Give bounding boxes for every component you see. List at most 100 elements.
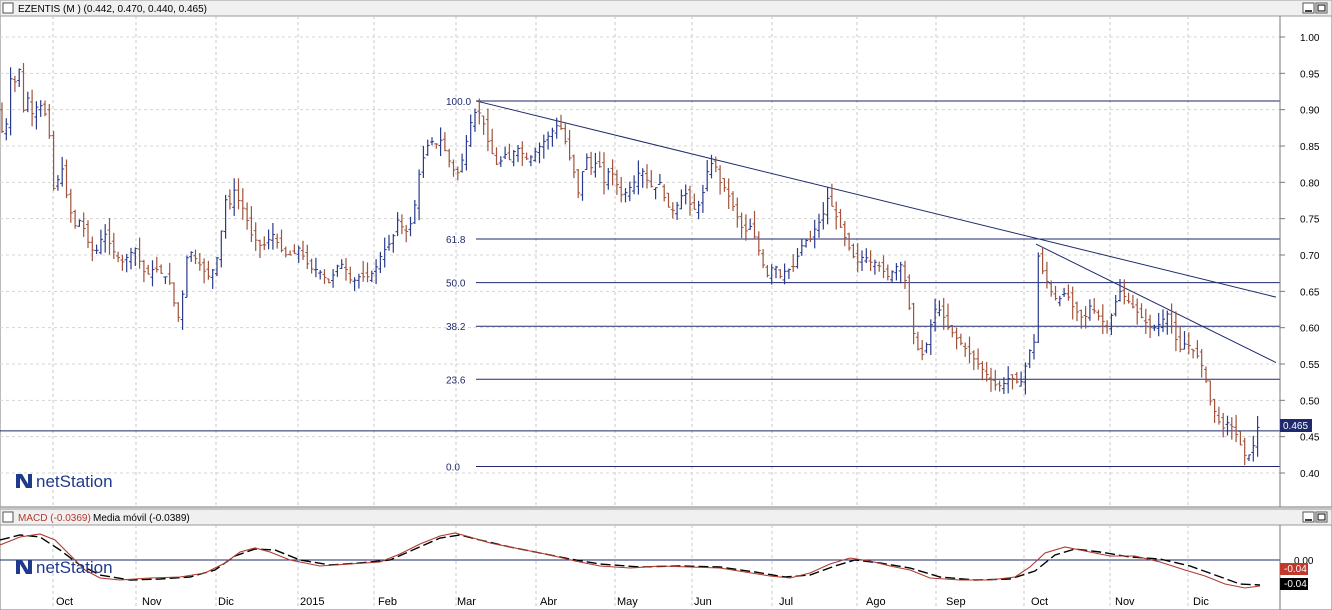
ohlc-bar: [567, 129, 572, 161]
ohlc-bar: [765, 265, 770, 278]
ohlc-bar: [318, 270, 323, 280]
ohlc-bar: [524, 152, 529, 160]
ohlc-bar: [537, 142, 542, 164]
x-axis-label: Feb: [378, 596, 397, 608]
ohlc-bar: [881, 255, 886, 279]
ohlc-bar: [344, 258, 348, 281]
x-axis-label: Abr: [540, 596, 557, 608]
ohlc-bar: [743, 214, 748, 241]
ohlc-bar: [606, 167, 611, 190]
ohlc-bar: [1036, 252, 1041, 343]
ohlc-bar: [632, 175, 637, 195]
macd-line: [0, 532, 1261, 589]
ohlc-bar: [1173, 311, 1178, 352]
ohlc-bar: [51, 131, 56, 191]
macd-legend: MACD (-0.0369): [18, 513, 91, 524]
ohlc-bar: [477, 98, 482, 125]
ohlc-bar: [369, 270, 374, 283]
ohlc-bar: [1001, 377, 1006, 395]
ohlc-bar: [1229, 417, 1234, 440]
ohlc-bar: [111, 232, 116, 260]
ohlc-bar: [1010, 374, 1015, 390]
ohlc-bar: [864, 248, 869, 264]
ohlc-bar: [1083, 306, 1088, 329]
ohlc-bar: [1126, 292, 1131, 304]
ohlc-bar: [554, 117, 559, 139]
ohlc-bar: [77, 219, 82, 227]
ohlc-bar: [915, 331, 920, 351]
ohlc-bar: [941, 297, 946, 330]
x-axis-label: Nov: [142, 596, 162, 608]
window-menu-icon[interactable]: [2, 2, 14, 14]
ohlc-bar: [782, 263, 787, 285]
ohlc-bar: [17, 68, 22, 88]
ohlc-bar: [718, 165, 723, 195]
ohlc-bar: [146, 264, 151, 275]
ohlc-bar: [322, 269, 327, 285]
y-tick-label: 0.65: [1300, 287, 1320, 298]
ohlc-bar: [675, 201, 680, 220]
ohlc-bar: [442, 132, 447, 152]
x-axis-label: Oct: [56, 596, 73, 608]
ohlc-bar: [184, 255, 189, 298]
ohlc-bar: [176, 302, 181, 322]
macd-window-menu-icon[interactable]: [2, 511, 14, 523]
ohlc-bar: [1208, 380, 1213, 406]
ohlc-bar: [774, 265, 778, 279]
fib-level-label: 38.2: [446, 322, 466, 333]
ohlc-bar: [421, 145, 426, 179]
ohlc-bar: [1247, 454, 1251, 462]
ohlc-bar: [894, 263, 899, 281]
price-axis: 1.00 0.95 0.90 0.85 0.80 0.75 0.70 0.65 0.60 0.55…: [1280, 33, 1320, 480]
ohlc-bar: [253, 222, 258, 251]
ohlc-bar: [670, 202, 675, 219]
ohlc-bar: [399, 214, 404, 235]
trendline-long: [475, 100, 1277, 298]
ohlc-bar: [1156, 312, 1161, 337]
ohlc-bar: [825, 186, 830, 225]
ohlc-bar: [387, 234, 391, 251]
ohlc-bar: [946, 303, 950, 331]
ohlc-bar: [903, 260, 907, 290]
ohlc-bar: [778, 269, 783, 279]
ohlc-bar: [688, 185, 692, 216]
ohlc-bar: [623, 188, 628, 203]
ohlc-bar: [68, 188, 73, 223]
macd-minimize-button[interactable]: [1302, 511, 1315, 523]
ohlc-bar: [1057, 295, 1062, 307]
macd-maximize-button[interactable]: [1315, 511, 1328, 523]
ohlc-bar: [47, 103, 52, 139]
fib-level-label: 100.0: [446, 97, 471, 108]
ohlc-bar: [447, 148, 452, 168]
ohlc-bar: [860, 250, 864, 272]
y-tick-label: 0.45: [1300, 433, 1320, 444]
ohlc-bar: [920, 340, 925, 361]
macd-badge-2: -0.04: [1280, 578, 1308, 590]
ohlc-bar: [326, 278, 331, 284]
ohlc-bar: [541, 134, 546, 159]
ohlc-bar: [1148, 314, 1153, 338]
x-axis-label: Oct: [1031, 596, 1048, 608]
main-title: EZENTIS (M ) (0.442, 0.470, 0.440, 0.465…: [18, 4, 207, 15]
ohlc-bar: [356, 273, 361, 289]
ohlc-bar: [933, 298, 938, 332]
ohlc-bar: [8, 67, 13, 136]
ohlc-bar: [580, 170, 585, 201]
signal-legend: Media móvil (-0.0389): [93, 513, 190, 524]
ohlc-bar: [1066, 284, 1071, 301]
ohlc-bar: [752, 210, 757, 239]
minimize-button[interactable]: [1302, 2, 1315, 14]
ohlc-bar: [1006, 366, 1011, 394]
ohlc-bar: [391, 234, 396, 253]
x-axis-label: Jun: [694, 596, 712, 608]
ohlc-bar: [382, 237, 387, 268]
macd-badge-2-text: -0.04: [1284, 579, 1307, 590]
ohlc-bar: [361, 261, 366, 282]
ohlc-bar: [1040, 247, 1045, 275]
ohlc-bar: [683, 184, 688, 205]
ohlc-bar: [963, 342, 968, 357]
ohlc-bar: [1191, 348, 1196, 359]
maximize-button[interactable]: [1315, 2, 1328, 14]
ohlc-bar: [167, 262, 172, 285]
ohlc-bar: [283, 246, 288, 258]
